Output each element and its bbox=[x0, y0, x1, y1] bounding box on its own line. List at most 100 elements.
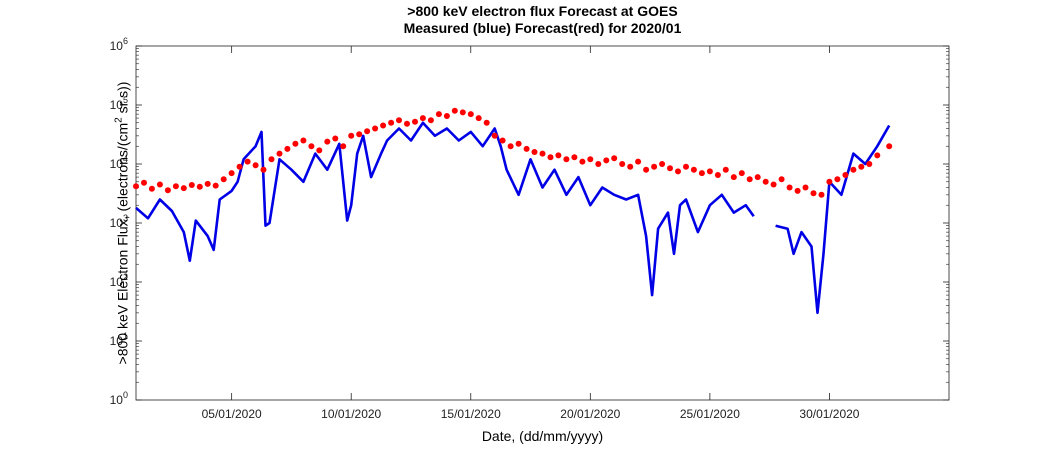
forecast-point bbox=[404, 120, 410, 127]
y-tick-label: 104 bbox=[110, 154, 128, 171]
forecast-point bbox=[667, 165, 673, 172]
forecast-point bbox=[332, 135, 339, 142]
forecast-point bbox=[563, 156, 570, 163]
y-axis-label-tail: sr s)) bbox=[114, 81, 131, 118]
forecast-point bbox=[372, 125, 379, 132]
x-tick-label: 30/01/2020 bbox=[799, 407, 859, 421]
y-axis-label-main: >800 keV Electron Flux, (electrons/(cm bbox=[114, 122, 131, 365]
y-tick-label: 105 bbox=[110, 95, 128, 112]
forecast-point bbox=[276, 150, 283, 157]
forecast-point bbox=[412, 118, 418, 125]
forecast-point bbox=[148, 185, 155, 192]
forecast-point bbox=[316, 147, 323, 154]
forecast-point bbox=[356, 131, 363, 138]
forecast-point bbox=[499, 137, 506, 144]
forecast-point bbox=[579, 158, 586, 165]
forecast-point bbox=[220, 176, 227, 183]
forecast-point bbox=[547, 154, 554, 161]
forecast-point bbox=[475, 115, 482, 122]
forecast-point bbox=[842, 172, 849, 178]
x-tick-label: 20/01/2020 bbox=[560, 407, 620, 421]
forecast-point bbox=[746, 176, 753, 183]
y-axis: 100 101 102 103 104 105 106 bbox=[110, 36, 949, 407]
forecast-point bbox=[252, 162, 259, 169]
measured-series-line bbox=[135, 121, 891, 315]
forecast-point bbox=[722, 166, 729, 173]
forecast-point bbox=[698, 170, 705, 177]
forecast-point bbox=[886, 143, 893, 150]
forecast-point bbox=[435, 111, 442, 118]
forecast-point bbox=[587, 156, 594, 163]
forecast-point bbox=[874, 152, 881, 159]
forecast-point bbox=[244, 158, 251, 165]
forecast-point bbox=[396, 117, 402, 124]
chart-title: >800 keV electron flux Forecast at GOES bbox=[407, 3, 678, 19]
forecast-point bbox=[675, 168, 681, 175]
forecast-point bbox=[388, 119, 395, 126]
forecast-point bbox=[507, 143, 514, 150]
forecast-point bbox=[659, 161, 666, 167]
x-tick-label: 25/01/2020 bbox=[680, 407, 740, 421]
forecast-point bbox=[228, 170, 235, 177]
forecast-point bbox=[133, 183, 139, 190]
x-tick-label: 10/01/2020 bbox=[321, 407, 381, 421]
series-layer bbox=[133, 107, 893, 315]
forecast-point bbox=[340, 143, 347, 150]
forecast-point bbox=[172, 183, 179, 190]
forecast-point bbox=[364, 128, 371, 135]
forecast-point bbox=[762, 178, 769, 185]
x-axis-label: Date, (dd/mm/yyyy) bbox=[481, 428, 604, 444]
forecast-point bbox=[196, 183, 203, 190]
forecast-point bbox=[730, 174, 737, 181]
forecast-point bbox=[571, 154, 578, 161]
forecast-point bbox=[619, 161, 626, 167]
forecast-point bbox=[483, 119, 490, 126]
chart-subtitle: Measured (blue) Forecast(red) for 2020/0… bbox=[403, 20, 682, 36]
y-tick-label: 100 bbox=[110, 390, 128, 407]
forecast-point bbox=[292, 140, 299, 147]
x-tick-label: 15/01/2020 bbox=[441, 407, 501, 421]
x-tick-label: 05/01/2020 bbox=[202, 407, 262, 421]
forecast-point bbox=[810, 190, 817, 197]
forecast-point bbox=[706, 168, 713, 175]
forecast-point bbox=[284, 145, 291, 152]
forecast-point bbox=[324, 138, 331, 145]
y-tick-label: 103 bbox=[110, 213, 128, 230]
forecast-point bbox=[443, 113, 450, 119]
forecast-point bbox=[539, 150, 546, 157]
forecast-point bbox=[651, 163, 658, 170]
forecast-point bbox=[627, 163, 634, 170]
forecast-point bbox=[834, 176, 841, 183]
forecast-point bbox=[858, 163, 865, 170]
forecast-point bbox=[770, 181, 777, 188]
forecast-point bbox=[595, 161, 602, 167]
forecast-point bbox=[188, 182, 195, 188]
forecast-point bbox=[794, 187, 801, 194]
forecast-point bbox=[754, 174, 761, 181]
forecast-point bbox=[236, 163, 243, 170]
forecast-point bbox=[611, 155, 618, 162]
forecast-point bbox=[380, 122, 387, 129]
y-tick-label: 101 bbox=[110, 331, 128, 348]
forecast-point bbox=[467, 111, 474, 118]
forecast-point bbox=[826, 178, 833, 185]
y-axis-label-superscript: 2 bbox=[113, 117, 125, 123]
forecast-point bbox=[714, 172, 721, 178]
forecast-point bbox=[260, 166, 267, 173]
forecast-point bbox=[212, 182, 219, 189]
forecast-point bbox=[802, 184, 809, 191]
forecast-point bbox=[786, 184, 793, 191]
forecast-point bbox=[778, 176, 785, 183]
forecast-point bbox=[451, 107, 458, 114]
forecast-point bbox=[156, 181, 163, 188]
forecast-point bbox=[603, 157, 610, 164]
forecast-point bbox=[866, 161, 873, 167]
forecast-point bbox=[491, 132, 498, 139]
forecast-point bbox=[419, 115, 426, 122]
forecast-point bbox=[180, 185, 187, 192]
forecast-point bbox=[141, 179, 147, 186]
forecast-point bbox=[690, 166, 697, 173]
forecast-point bbox=[308, 143, 315, 150]
